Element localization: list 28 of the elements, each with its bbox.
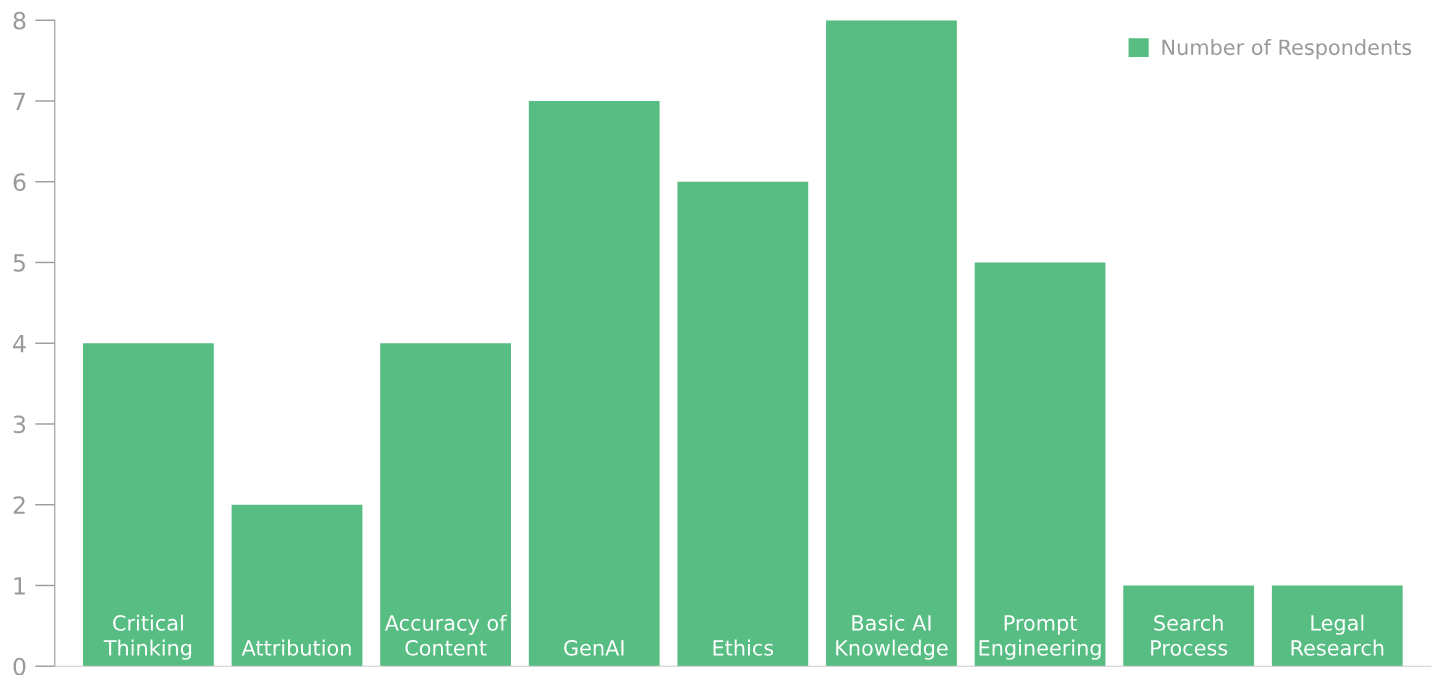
bar (1271, 585, 1403, 667)
y-tick-label: 7 (13, 92, 25, 110)
y-tick-label: 6 (13, 173, 26, 192)
bar (528, 101, 660, 667)
y-tick-label: 3 (13, 415, 26, 434)
x-tick-label: Ethics (713, 639, 774, 656)
bar (974, 262, 1106, 667)
x-tick-label: Accuracy of Content (384, 614, 507, 656)
bar (677, 181, 809, 667)
x-tick-label: Legal Research (1291, 614, 1384, 656)
bar (231, 504, 363, 667)
y-tick-label: 8 (13, 11, 26, 30)
y-tick-label: 1 (14, 577, 25, 595)
x-tick-label: GenAI (564, 639, 624, 656)
bar (826, 20, 957, 667)
bar (380, 343, 511, 667)
x-tick-label: Search Process (1151, 614, 1228, 656)
x-tick-label: Prompt Engineering (979, 615, 1101, 660)
x-tick-label: Basic AI Knowledge (836, 614, 948, 660)
bar (1123, 585, 1255, 667)
x-tick-label: Critical Thinking (103, 614, 192, 660)
bar (82, 343, 214, 667)
y-tick-label: 2 (13, 496, 25, 514)
legend-label: Number of Respondents (1162, 39, 1412, 60)
y-tick-label: 0 (13, 657, 26, 675)
y-tick-label: 4 (13, 334, 26, 353)
y-tick-label: 5 (13, 254, 25, 272)
x-tick-label: Attribution (241, 639, 351, 656)
